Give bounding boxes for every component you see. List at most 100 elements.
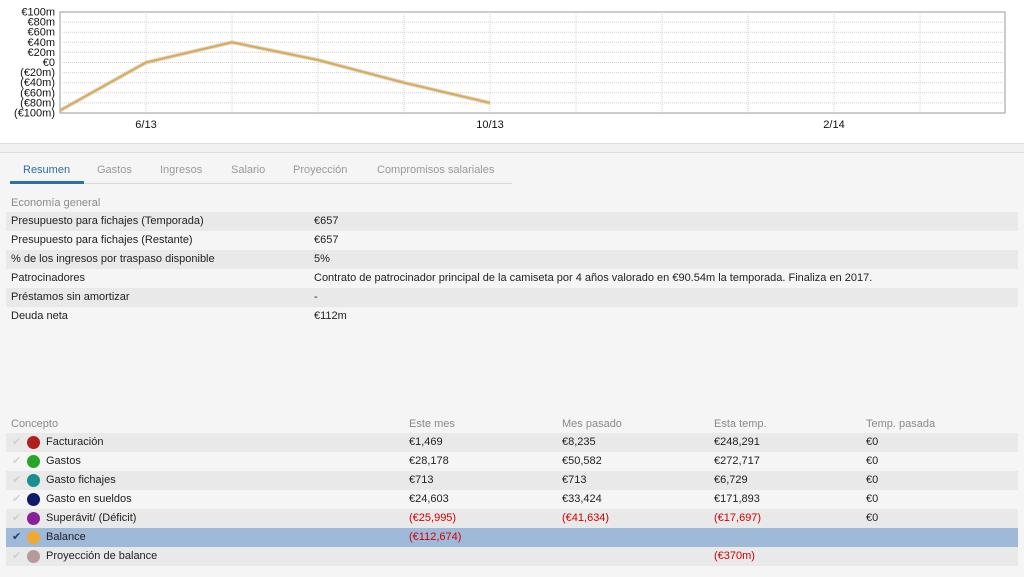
tab-resumen[interactable]: Resumen — [23, 164, 71, 176]
section-title: Economía general — [11, 197, 101, 209]
finance-chart: €100m €80m €60m €40m €20m €0 (€20m) (€40m) (€60m… — [0, 0, 1024, 143]
y-tick-label: €20m — [27, 47, 55, 59]
table-row[interactable]: ✔ Balance (€112,674) — [6, 528, 1018, 547]
active-tab-indicator — [10, 181, 84, 184]
tab-salario[interactable]: Salario — [231, 164, 266, 176]
cell-value: €24,603 — [409, 493, 449, 505]
cell-value: €33,424 — [562, 493, 602, 505]
cell-value: €171,893 — [714, 493, 760, 505]
row-label: Gasto fichajes — [46, 474, 116, 486]
table-row[interactable]: ✔ Proyección de balance (€370m) — [6, 547, 1018, 566]
overview-row: Presupuesto para fichajes (Restante) €65… — [6, 231, 1018, 250]
table-header: Concepto Este mes Mes pasado Esta temp. … — [6, 418, 1018, 432]
overview-row: Deuda neta €112m — [6, 307, 1018, 326]
series-color-dot — [27, 512, 40, 525]
checkmark-icon[interactable]: ✔ — [12, 531, 22, 543]
cell-value: €713 — [562, 474, 587, 486]
series-color-dot — [27, 531, 40, 544]
cell-value: €0 — [866, 493, 879, 505]
row-label: Balance — [46, 531, 86, 543]
series-color-dot — [27, 474, 40, 487]
table-row[interactable]: ✔ Superávit/ (Déficit) (€25,995) (€41,634) (… — [6, 509, 1018, 528]
series-line — [59, 41, 491, 112]
row-label: Superávit/ (Déficit) — [46, 512, 137, 524]
checkmark-icon[interactable]: ✔ — [12, 455, 22, 467]
column-header-este-mes[interactable]: Este mes — [409, 418, 455, 430]
cell-value: €8,235 — [562, 436, 596, 448]
cell-value: €6,729 — [714, 474, 748, 486]
y-tick-label: (€40m) — [20, 77, 55, 89]
overview-value: Contrato de patrocinador principal de la… — [314, 272, 873, 284]
checkmark-icon[interactable]: ✔ — [12, 474, 22, 486]
x-tick-label: 2/14 — [823, 119, 844, 131]
cell-value: (€17,697) — [714, 512, 762, 524]
overview-value: €657 — [314, 234, 339, 246]
tab-ingresos[interactable]: Ingresos — [160, 164, 203, 176]
cell-value: €0 — [866, 474, 879, 486]
panel-divider — [0, 143, 1024, 153]
checkmark-icon[interactable]: ✔ — [12, 550, 22, 562]
checkmark-icon[interactable]: ✔ — [12, 493, 22, 505]
line-chart: €100m€80m€60m€40m€20m€0(€20m)(€40m)(€60m… — [14, 7, 1006, 131]
y-tick-label: €80m — [27, 17, 55, 29]
table-row[interactable]: ✔ Gasto en sueldos €24,603 €33,424 €171,893 €… — [6, 490, 1018, 509]
cell-value: (€112,674) — [409, 531, 462, 543]
cell-value: (€41,634) — [562, 512, 610, 524]
cell-value: €272,717 — [714, 455, 760, 467]
tab-proyeccion[interactable]: Proyección — [293, 164, 348, 176]
cell-value: €0 — [866, 455, 879, 467]
column-header-mes-pasado[interactable]: Mes pasado — [562, 418, 622, 430]
checkmark-icon[interactable]: ✔ — [12, 436, 22, 448]
series-color-dot — [27, 550, 40, 563]
overview-row: Patrocinadores Contrato de patrocinador … — [6, 269, 1018, 288]
tab-compromisos-salariales[interactable]: Compromisos salariales — [377, 164, 495, 176]
column-header-temp-pasada[interactable]: Temp. pasada — [866, 418, 936, 430]
y-tick-label: (€60m) — [20, 87, 55, 99]
row-label: Gasto en sueldos — [46, 493, 132, 505]
overview-row: Préstamos sin amortizar - — [6, 288, 1018, 307]
y-tick-label: €40m — [27, 37, 55, 49]
cell-value: €50,582 — [562, 455, 602, 467]
checkmark-icon[interactable]: ✔ — [12, 512, 22, 524]
cell-value: (€25,995) — [409, 512, 457, 524]
y-tick-label: €60m — [27, 27, 55, 39]
row-label: Facturación — [46, 436, 104, 448]
series-color-dot — [27, 436, 40, 449]
y-tick-label: (€100m) — [14, 108, 55, 120]
row-label: Gastos — [46, 455, 81, 467]
cell-value: €713 — [409, 474, 434, 486]
table-row[interactable]: ✔ Gastos €28,178 €50,582 €272,717 €0 — [6, 452, 1018, 471]
overview-value: 5% — [314, 253, 330, 265]
overview-label: Patrocinadores — [11, 272, 85, 284]
overview-row: Presupuesto para fichajes (Temporada) €6… — [6, 212, 1018, 231]
column-header-concepto[interactable]: Concepto — [11, 418, 59, 430]
x-tick-label: 10/13 — [476, 119, 504, 131]
series-color-dot — [27, 493, 40, 506]
cell-value: €28,178 — [409, 455, 449, 467]
y-tick-label: €0 — [43, 57, 55, 69]
y-tick-label: (€20m) — [20, 67, 55, 79]
overview-label: % de los ingresos por traspaso disponibl… — [11, 253, 215, 265]
column-header-esta-temp[interactable]: Esta temp. — [714, 418, 767, 430]
cell-value: (€370m) — [714, 550, 755, 562]
tab-bar: Resumen Gastos Ingresos Salario Proyecci… — [10, 161, 512, 184]
y-tick-label: €100m — [21, 7, 55, 19]
x-tick-label: 6/13 — [135, 119, 156, 131]
finance-table: ✔ Facturación €1,469 €8,235 €248,291 €0 ✔ Gasto… — [6, 433, 1018, 566]
finance-panel: Resumen Gastos Ingresos Salario Proyecci… — [0, 153, 1024, 577]
cell-value: €0 — [866, 436, 879, 448]
overview-label: Presupuesto para fichajes (Temporada) — [11, 215, 204, 227]
cell-value: €248,291 — [714, 436, 760, 448]
overview-label: Presupuesto para fichajes (Restante) — [11, 234, 193, 246]
cell-value: €1,469 — [409, 436, 443, 448]
overview-label: Deuda neta — [11, 310, 68, 322]
overview-row: % de los ingresos por traspaso disponibl… — [6, 250, 1018, 269]
cell-value: €0 — [866, 512, 879, 524]
table-row[interactable]: ✔ Gasto fichajes €713 €713 €6,729 €0 — [6, 471, 1018, 490]
overview-table: Presupuesto para fichajes (Temporada) €6… — [6, 212, 1018, 326]
overview-label: Préstamos sin amortizar — [11, 291, 130, 303]
table-row[interactable]: ✔ Facturación €1,469 €8,235 €248,291 €0 — [6, 433, 1018, 452]
row-label: Proyección de balance — [46, 550, 158, 562]
tab-gastos[interactable]: Gastos — [97, 164, 132, 176]
overview-value: €657 — [314, 215, 339, 227]
